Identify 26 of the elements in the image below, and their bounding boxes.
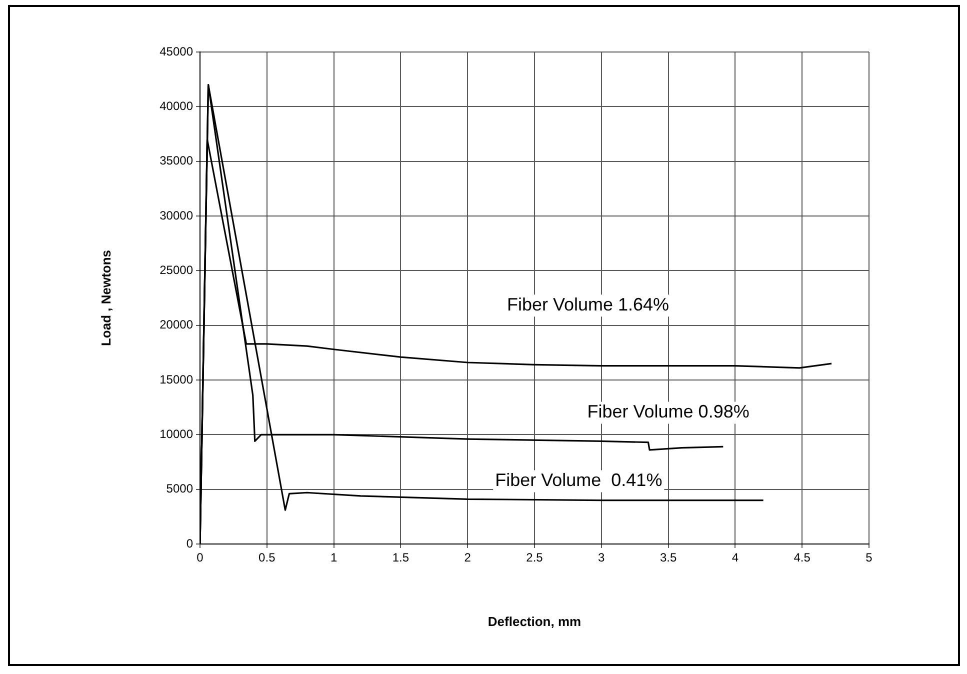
x-tick-label: 0 — [196, 550, 204, 565]
y-tick-label: 45000 — [160, 44, 194, 58]
y-tick-label: 30000 — [160, 208, 194, 222]
series-label: Fiber Volume 0.41% — [495, 470, 662, 490]
x-tick-label: 2 — [464, 550, 472, 565]
y-tick-label: 25000 — [160, 262, 194, 277]
y-tick-label: 0 — [186, 536, 194, 550]
x-tick-label: 0.5 — [258, 550, 276, 565]
x-tick-label: 5 — [866, 550, 873, 565]
y-tick-label: 5000 — [166, 482, 194, 496]
y-tick-label: 35000 — [160, 154, 194, 168]
y-axis-title: Load , Newtons — [98, 250, 114, 346]
x-tick-label: 3 — [598, 550, 606, 565]
x-tick-label: 4 — [732, 550, 739, 565]
x-tick-label: 4.5 — [794, 550, 811, 565]
text: Fiber Volume 1.64% — [506, 294, 670, 315]
x-tick-label: 1.5 — [392, 550, 410, 565]
series-label: Fiber Volume 0.98% — [587, 402, 750, 422]
y-tick-label: 15000 — [160, 372, 194, 386]
y-tick-label: 40000 — [160, 98, 194, 113]
x-tick-label: 3.5 — [660, 550, 677, 565]
x-axis-title: Deflection, mm — [488, 614, 582, 629]
y-tick-label: 20000 — [160, 318, 194, 332]
x-tick-label: 1 — [330, 550, 338, 565]
x-tick-label: 2.5 — [526, 550, 544, 565]
y-tick-label: 10000 — [160, 426, 194, 441]
